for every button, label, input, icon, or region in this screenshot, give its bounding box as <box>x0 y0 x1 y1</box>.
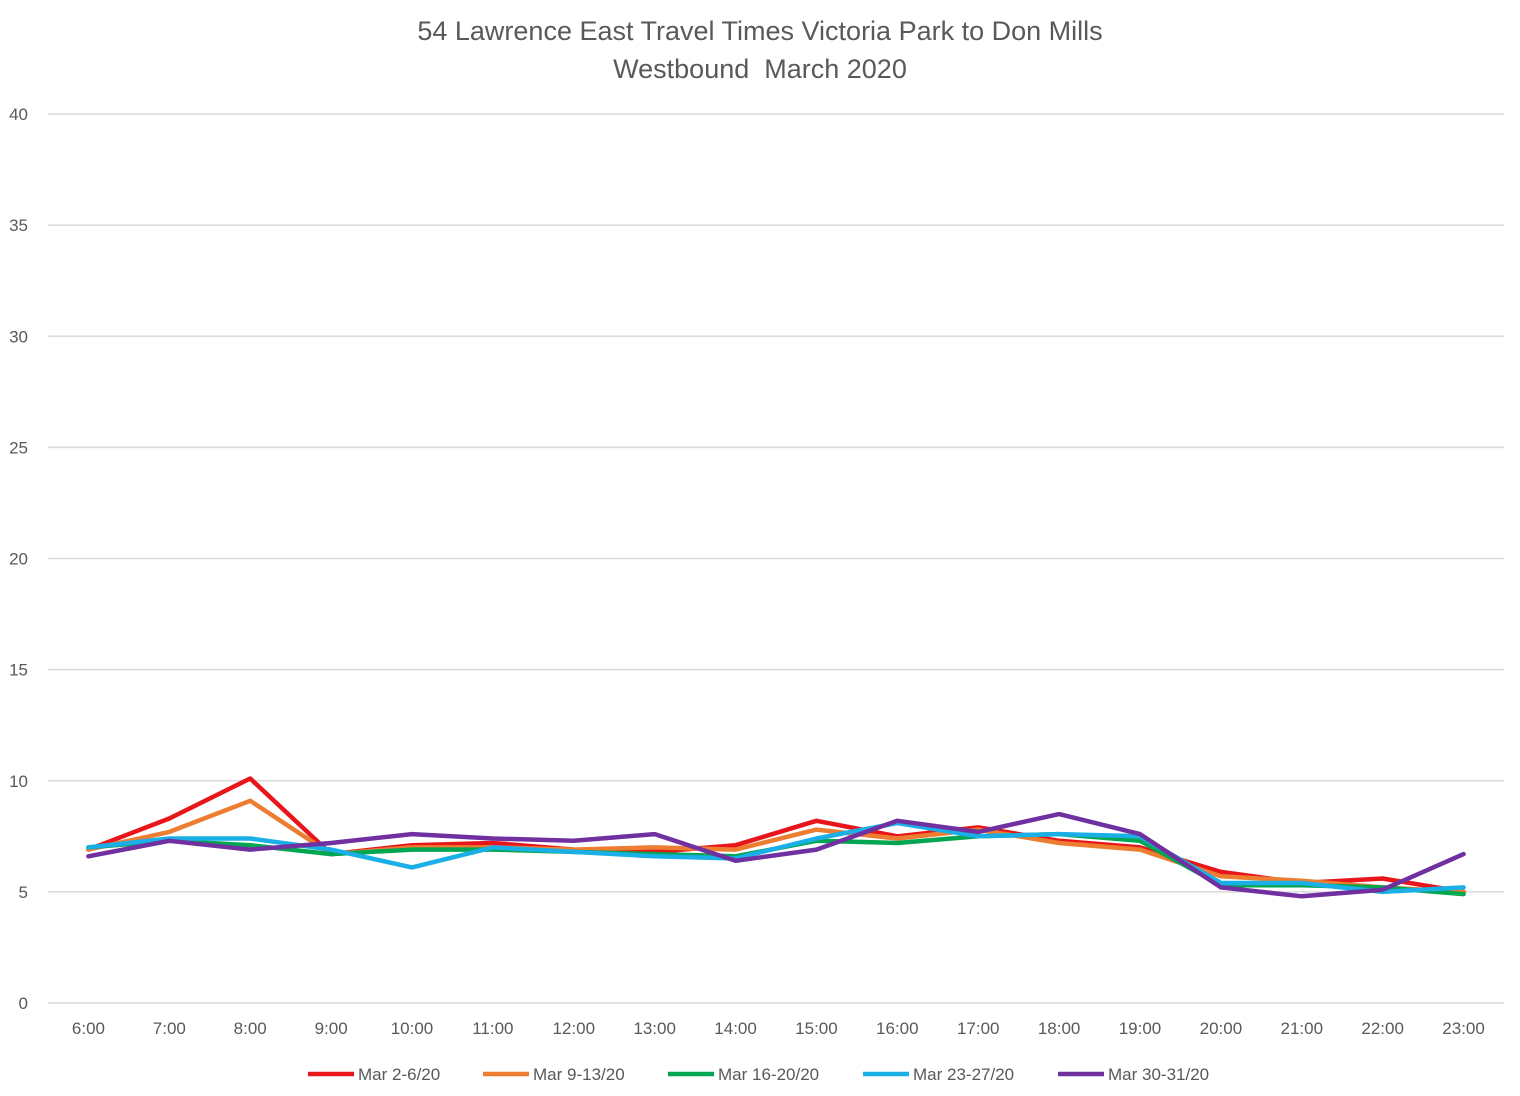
x-tick-label: 18:00 <box>1038 1019 1081 1038</box>
y-tick-label: 35 <box>9 216 28 235</box>
legend-label-5: Mar 30-31/20 <box>1108 1065 1209 1084</box>
series-lines <box>86 776 1466 899</box>
x-tick-label: 22:00 <box>1361 1019 1404 1038</box>
legend-label-2: Mar 9-13/20 <box>533 1065 625 1084</box>
y-tick-label: 20 <box>9 550 28 569</box>
y-axis-ticks: 0 5 10 15 20 25 30 35 40 <box>9 105 28 1013</box>
x-tick-label: 11:00 <box>472 1019 513 1038</box>
gridlines <box>48 113 1504 1004</box>
chart-title-line-2: Westbound March 2020 <box>613 54 907 84</box>
y-tick-label: 40 <box>9 105 28 124</box>
x-tick-label: 15:00 <box>795 1019 838 1038</box>
x-tick-label: 19:00 <box>1119 1019 1162 1038</box>
y-tick-label: 25 <box>9 438 28 457</box>
series-line-4 <box>86 820 1466 895</box>
chart-title-line-1: 54 Lawrence East Travel Times Victoria P… <box>417 16 1103 46</box>
y-tick-label: 15 <box>9 661 28 680</box>
y-tick-label: 10 <box>9 772 28 791</box>
series-line-5 <box>86 811 1466 899</box>
x-tick-label: 9:00 <box>315 1019 348 1038</box>
x-tick-label: 20:00 <box>1200 1019 1243 1038</box>
series-line-1 <box>86 776 1466 895</box>
x-tick-label: 23:00 <box>1442 1019 1485 1038</box>
legend: Mar 2-6/20 Mar 9-13/20 Mar 16-20/20 Mar 23-… <box>308 1065 1209 1084</box>
y-tick-label: 5 <box>19 883 28 902</box>
legend-label-4: Mar 23-27/20 <box>913 1065 1014 1084</box>
x-tick-label: 8:00 <box>234 1019 267 1038</box>
x-tick-label: 16:00 <box>876 1019 919 1038</box>
x-axis-ticks: 6:00 7:00 8:00 9:00 10:00 11:00 12:00 13:00 14:0… <box>72 1019 1485 1038</box>
chart-title: 54 Lawrence East Travel Times Victoria P… <box>0 12 1520 88</box>
x-tick-label: 13:00 <box>633 1019 676 1038</box>
x-tick-label: 12:00 <box>553 1019 596 1038</box>
x-tick-label: 7:00 <box>153 1019 186 1038</box>
y-tick-label: 0 <box>19 994 28 1013</box>
legend-label-3: Mar 16-20/20 <box>718 1065 819 1084</box>
x-tick-label: 17:00 <box>957 1019 1000 1038</box>
x-tick-label: 21:00 <box>1281 1019 1324 1038</box>
x-tick-label: 6:00 <box>72 1019 105 1038</box>
x-tick-label: 14:00 <box>714 1019 757 1038</box>
y-tick-label: 30 <box>9 327 28 346</box>
legend-label-1: Mar 2-6/20 <box>358 1065 440 1084</box>
x-tick-label: 10:00 <box>391 1019 434 1038</box>
